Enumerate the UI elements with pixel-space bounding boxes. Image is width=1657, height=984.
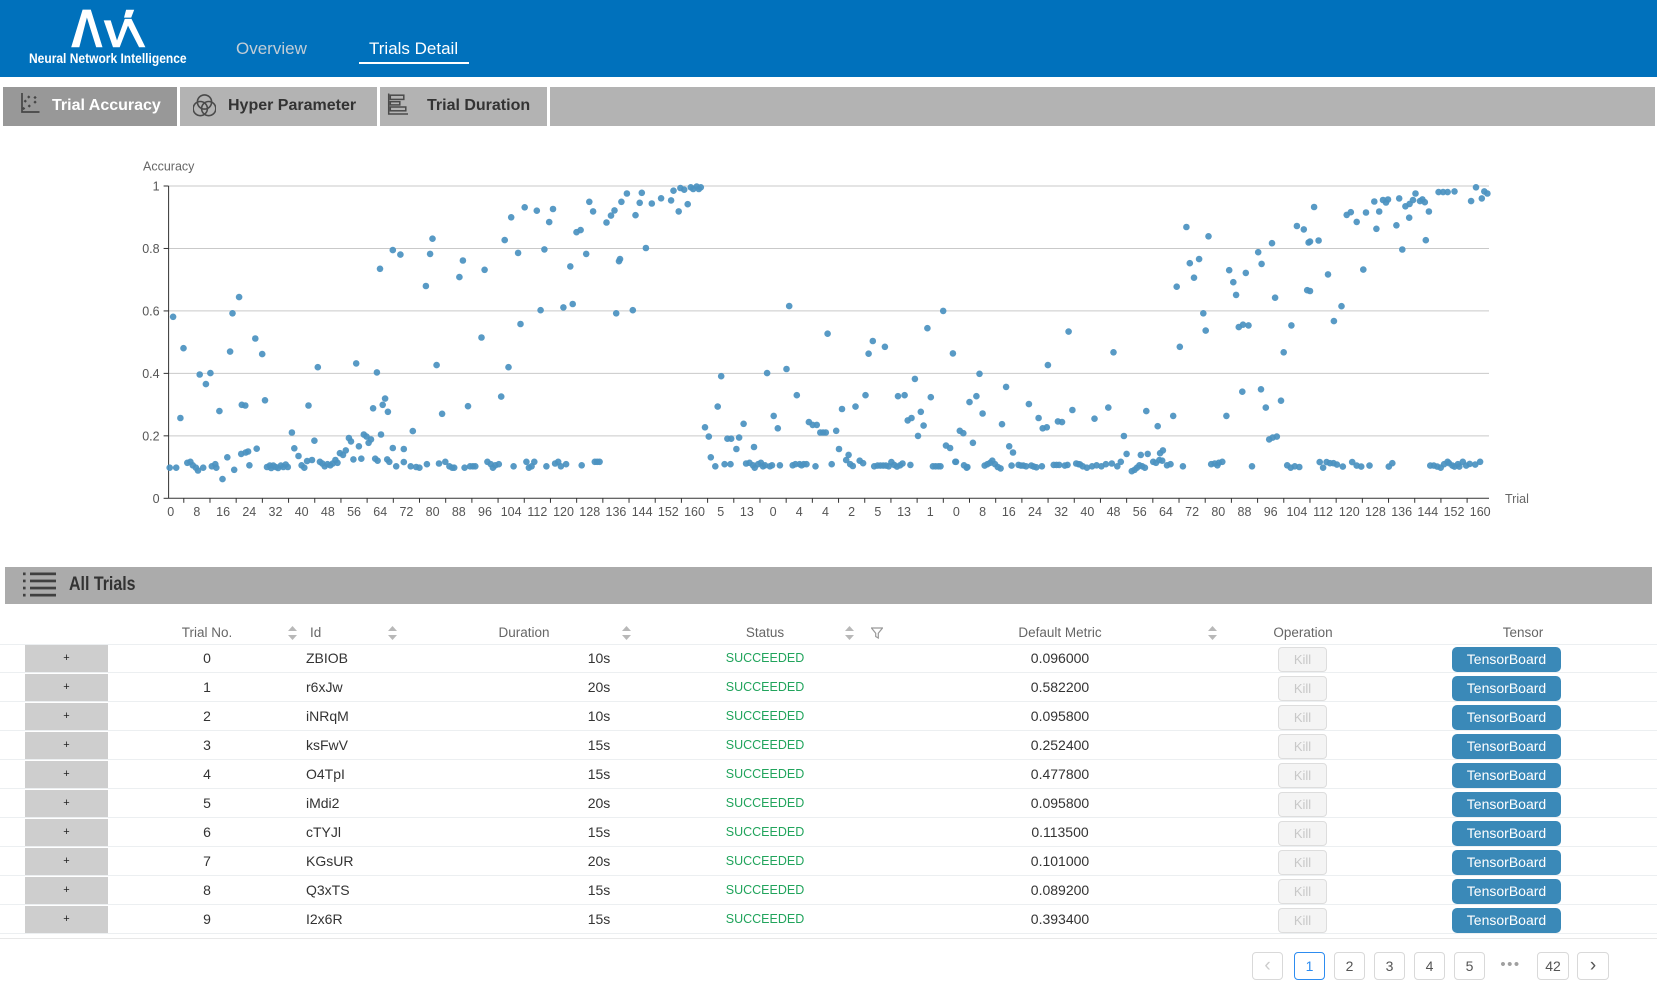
svg-text:160: 160 [1470,505,1491,519]
svg-text:32: 32 [1054,505,1068,519]
svg-text:Accuracy: Accuracy [143,160,195,174]
svg-text:24: 24 [242,505,256,519]
svg-text:88: 88 [1238,505,1252,519]
svg-text:64: 64 [1159,505,1173,519]
svg-text:64: 64 [373,505,387,519]
svg-text:16: 16 [216,505,230,519]
svg-text:40: 40 [295,505,309,519]
svg-text:0.4: 0.4 [142,367,159,381]
svg-text:Trial: Trial [1505,492,1529,506]
svg-text:112: 112 [1313,505,1333,519]
svg-text:120: 120 [553,505,574,519]
svg-text:136: 136 [1391,505,1412,519]
svg-text:32: 32 [269,505,283,519]
svg-text:80: 80 [426,505,440,519]
svg-text:24: 24 [1028,505,1042,519]
svg-text:40: 40 [1080,505,1094,519]
svg-text:0: 0 [953,505,960,519]
svg-text:96: 96 [478,505,492,519]
svg-text:72: 72 [399,505,413,519]
svg-text:56: 56 [1133,505,1147,519]
svg-text:128: 128 [1365,505,1386,519]
svg-text:88: 88 [452,505,466,519]
svg-text:144: 144 [632,505,653,519]
svg-text:152: 152 [658,505,679,519]
svg-text:1: 1 [153,180,160,194]
svg-text:48: 48 [321,505,335,519]
svg-text:13: 13 [897,505,911,519]
svg-text:0: 0 [770,505,777,519]
svg-text:4: 4 [796,505,803,519]
svg-text:152: 152 [1444,505,1465,519]
svg-text:4: 4 [822,505,829,519]
svg-text:72: 72 [1185,505,1199,519]
svg-text:5: 5 [717,505,724,519]
svg-text:48: 48 [1107,505,1121,519]
svg-text:2: 2 [848,505,855,519]
svg-text:0: 0 [167,505,174,519]
svg-text:80: 80 [1211,505,1225,519]
svg-text:8: 8 [979,505,986,519]
svg-text:5: 5 [874,505,881,519]
svg-text:136: 136 [606,505,627,519]
svg-text:120: 120 [1339,505,1360,519]
svg-text:13: 13 [740,505,754,519]
svg-text:104: 104 [1286,505,1307,519]
svg-text:128: 128 [579,505,600,519]
svg-text:0.2: 0.2 [142,429,159,443]
svg-text:96: 96 [1264,505,1278,519]
svg-text:0.6: 0.6 [142,304,159,318]
svg-text:1: 1 [927,505,934,519]
svg-text:8: 8 [193,505,200,519]
svg-text:0: 0 [153,492,160,506]
svg-text:16: 16 [1002,505,1016,519]
svg-text:160: 160 [684,505,705,519]
svg-text:104: 104 [501,505,522,519]
svg-text:56: 56 [347,505,361,519]
svg-text:112: 112 [527,505,547,519]
svg-text:144: 144 [1417,505,1438,519]
svg-text:0.8: 0.8 [142,242,159,256]
